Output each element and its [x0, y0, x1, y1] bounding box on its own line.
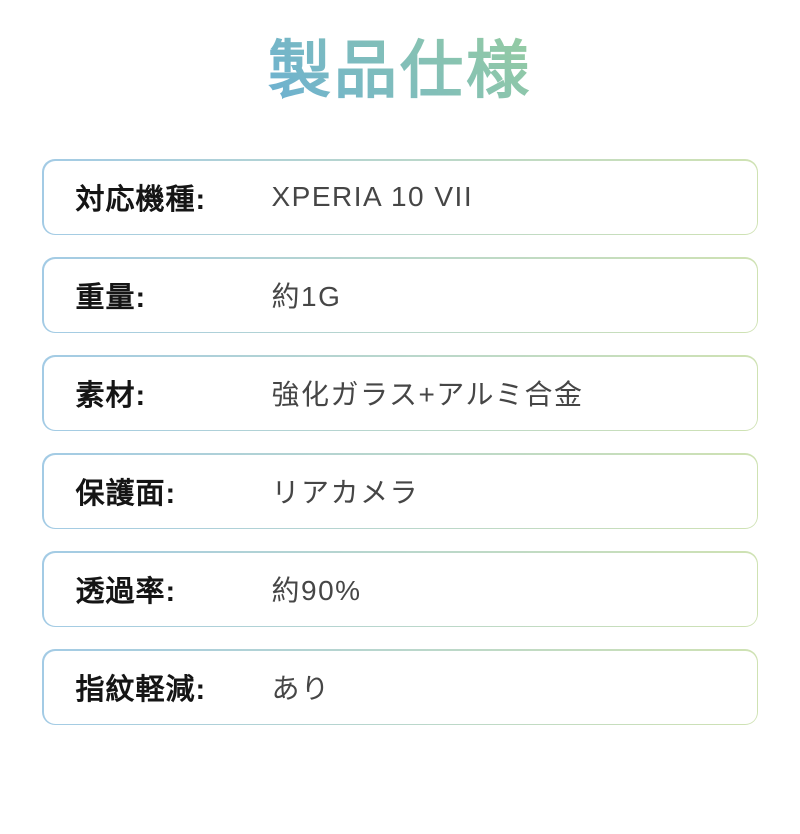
spec-label: 透過率: — [75, 576, 177, 608]
spec-label: 保護面: — [75, 478, 177, 510]
spec-value: 約1G — [271, 281, 342, 312]
spec-label: 指紋軽減: — [75, 674, 207, 706]
spec-value: XPERIA 10 VII — [271, 181, 474, 212]
spec-row: 対応機種: XPERIA 10 VII — [42, 159, 758, 235]
spec-row-inner: 対応機種: XPERIA 10 VII — [43, 160, 757, 234]
spec-row: 素材: 強化ガラス+アルミ合金 — [42, 355, 758, 431]
spec-row-inner: 重量: 約1G — [43, 258, 757, 332]
spec-label: 対応機種: — [75, 184, 207, 216]
spec-row: 重量: 約1G — [42, 257, 758, 333]
spec-value: 約90% — [271, 575, 362, 606]
spec-row: 指紋軽減: あり — [42, 649, 758, 725]
spec-row-inner: 保護面: リアカメラ — [43, 454, 757, 528]
spec-value: あり — [271, 673, 331, 704]
page-title: 製品仕様 — [0, 34, 800, 108]
spec-value: 強化ガラス+アルミ合金 — [271, 379, 584, 410]
spec-value: リアカメラ — [271, 477, 420, 508]
spec-label: 重量: — [75, 282, 147, 314]
spec-row-inner: 透過率: 約90% — [43, 552, 757, 626]
spec-row: 保護面: リアカメラ — [42, 453, 758, 529]
spec-row-inner: 指紋軽減: あり — [43, 650, 757, 724]
spec-row: 透過率: 約90% — [42, 551, 758, 627]
spec-row-inner: 素材: 強化ガラス+アルミ合金 — [43, 356, 757, 430]
spec-label: 素材: — [75, 380, 147, 412]
spec-table: 対応機種: XPERIA 10 VII 重量: 約1G 素材: 強化ガラス+アル… — [42, 159, 758, 725]
